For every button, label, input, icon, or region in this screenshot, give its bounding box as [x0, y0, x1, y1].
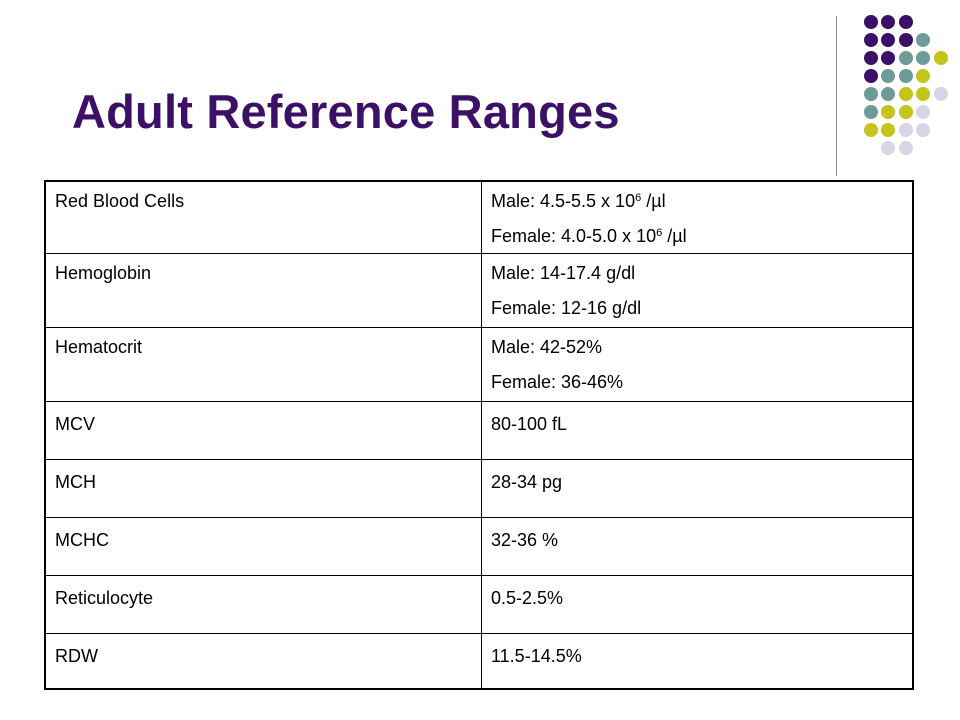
table-row-reticulocyte: Reticulocyte 0.5-2.5% — [44, 574, 914, 634]
decorative-dot — [863, 33, 878, 47]
decorative-dot — [933, 51, 948, 65]
decorative-dot — [916, 33, 930, 47]
range-cell: 32-36 % — [481, 516, 914, 576]
decorative-dot — [881, 141, 895, 155]
range-cell: Male: 42-52% Female: 36-46% — [481, 326, 914, 402]
decorative-dot — [916, 123, 930, 137]
parameter-cell: MCHC — [44, 516, 482, 576]
range-cell: Male: 14-17.4 g/dl Female: 12-16 g/dl — [481, 252, 914, 328]
range-cell: 28-34 pg — [481, 458, 914, 518]
decorative-dot — [881, 51, 895, 65]
decorative-dot — [898, 123, 913, 137]
range-cell: 80-100 fL — [481, 400, 914, 460]
range-cell: 0.5-2.5% — [481, 574, 914, 634]
decorative-dot — [863, 105, 878, 119]
decorative-divider — [836, 16, 837, 176]
male-range: Male: 14-17.4 g/dl — [491, 262, 636, 283]
decorative-dot — [898, 105, 913, 119]
range-cell: Male: 4.5-5.5 x 106 /µl Female: 4.0-5.0 … — [481, 180, 914, 254]
table-row-mchc: MCHC 32-36 % — [44, 516, 914, 576]
decorative-dot — [881, 123, 895, 137]
reference-ranges-table: Red Blood Cells Male: 4.5-5.5 x 106 /µl … — [44, 180, 914, 690]
decorative-dot — [881, 33, 895, 47]
decorative-dot — [933, 87, 948, 101]
female-range: Female: 36-46% — [491, 371, 624, 392]
decorative-dot — [898, 15, 913, 29]
slide-title: Adult Reference Ranges — [72, 85, 620, 138]
parameter-cell: Red Blood Cells — [44, 180, 482, 254]
decorative-dot — [898, 141, 913, 155]
parameter-cell: Hematocrit — [44, 326, 482, 402]
decorative-dot — [863, 15, 878, 29]
decorative-dot — [898, 51, 913, 65]
decorative-dot — [863, 51, 878, 65]
table-row-hemoglobin: Hemoglobin Male: 14-17.4 g/dl Female: 12… — [44, 252, 914, 328]
table-row-red-blood-cells: Red Blood Cells Male: 4.5-5.5 x 106 /µl … — [44, 180, 914, 254]
decorative-dot — [881, 69, 895, 83]
parameter-cell: RDW — [44, 632, 482, 690]
table-row-mch: MCH 28-34 pg — [44, 458, 914, 518]
table-row-hematocrit: Hematocrit Male: 42-52% Female: 36-46% — [44, 326, 914, 402]
decorative-dot — [916, 69, 930, 83]
table-row-mcv: MCV 80-100 fL — [44, 400, 914, 460]
female-range: Female: 4.0-5.0 x 106 /µl — [491, 226, 687, 246]
parameter-cell: Reticulocyte — [44, 574, 482, 634]
decorative-dot — [916, 51, 930, 65]
decorative-dot — [898, 69, 913, 83]
decorative-dot — [916, 87, 930, 101]
decorative-dot — [881, 87, 895, 101]
parameter-cell: MCV — [44, 400, 482, 460]
male-range: Male: 4.5-5.5 x 106 /µl — [491, 191, 666, 211]
decorative-dot — [863, 123, 878, 137]
decorative-dot — [863, 69, 878, 83]
table-row-rdw: RDW 11.5-14.5% — [44, 632, 914, 690]
decorative-dot — [898, 33, 913, 47]
decorative-dot — [881, 105, 895, 119]
range-cell: 11.5-14.5% — [481, 632, 914, 690]
female-range: Female: 12-16 g/dl — [491, 297, 642, 318]
parameter-cell: MCH — [44, 458, 482, 518]
decorative-dot — [881, 15, 895, 29]
parameter-cell: Hemoglobin — [44, 252, 482, 328]
male-range: Male: 42-52% — [491, 336, 603, 357]
decorative-dot — [916, 105, 930, 119]
decorative-dot — [898, 87, 913, 101]
decorative-dot — [863, 87, 878, 101]
